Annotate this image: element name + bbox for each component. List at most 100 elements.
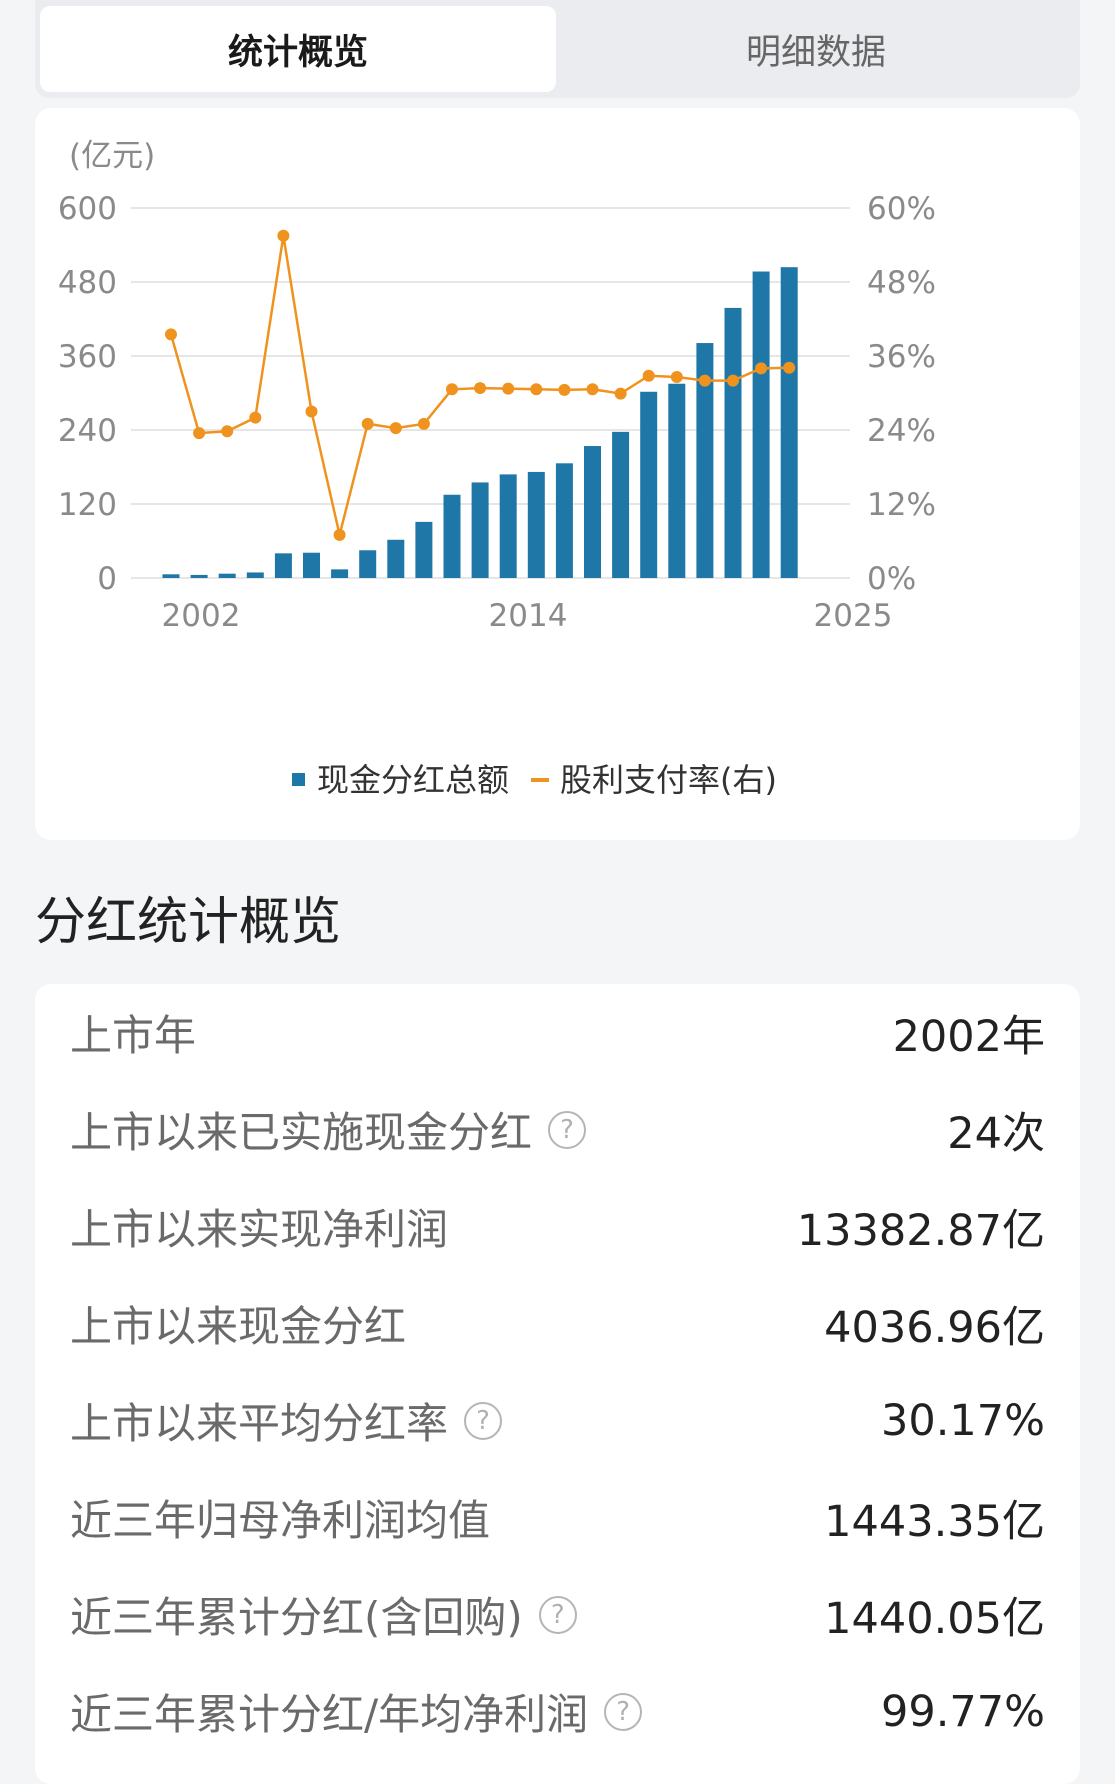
stat-label-text: 上市以来现金分红 — [70, 1302, 407, 1351]
bar — [471, 482, 489, 578]
bar — [527, 471, 545, 578]
line-point — [249, 411, 262, 424]
dividend-chart: (亿元) 600480360240120060%48%36%24%12%0%20… — [58, 138, 936, 799]
question-circle-icon[interactable]: ? — [604, 1692, 643, 1731]
bar — [443, 494, 461, 578]
line-point — [193, 427, 206, 440]
stat-label: 上市以来实现净利润 — [70, 1196, 448, 1257]
line-point — [727, 374, 739, 387]
line-point — [361, 417, 374, 430]
bar — [415, 521, 433, 578]
bar — [668, 383, 686, 578]
legend-label-cash-dividend: 现金分红总额 — [317, 761, 509, 799]
line-point — [474, 382, 487, 395]
question-circle-icon[interactable]: ? — [464, 1401, 503, 1440]
bar — [190, 574, 208, 578]
legend-label-payout-ratio: 股利支付率(右) — [560, 761, 777, 799]
y-right-tick-label: 24% — [867, 413, 936, 449]
x-tick-label: 2014 — [489, 598, 568, 634]
bar — [359, 550, 377, 578]
stat-value: 2002年 — [892, 1011, 1045, 1062]
tab-statistics-overview[interactable]: 统计概览 — [40, 6, 556, 92]
stat-label: 近三年累计分红(含回购)? — [70, 1584, 577, 1645]
bar — [218, 573, 236, 578]
y-right-tick-label: 60% — [867, 191, 936, 227]
y-left-tick-label: 0 — [97, 561, 117, 597]
stat-row: 上市以来已实施现金分红? 24次 — [70, 1081, 1045, 1178]
bar — [724, 307, 742, 578]
stat-value: 1443.35亿 — [824, 1496, 1045, 1547]
x-tick-label: 2025 — [814, 598, 893, 634]
stat-label-text: 上市以来实现净利润 — [70, 1205, 449, 1254]
line-point — [642, 369, 655, 382]
stat-label: 上市年 — [70, 1002, 196, 1063]
legend-swatch-line — [531, 778, 549, 782]
line-point — [446, 383, 458, 396]
y-left-tick-label: 480 — [58, 265, 117, 301]
stat-row: 上市年 2002年 — [70, 984, 1045, 1081]
stat-row: 上市以来平均分红率? 30.17% — [70, 1372, 1045, 1469]
bar — [555, 463, 573, 578]
dividend-chart-card: (亿元) 600 480 360 240 120 0 60% 48% 36% 24% 12% 0% 20… — [35, 108, 1080, 840]
stat-label: 上市以来平均分红率? — [70, 1390, 503, 1451]
bar — [780, 267, 798, 578]
y-axis-unit-label: (亿元) — [69, 138, 155, 174]
stat-value: 30.17% — [881, 1395, 1045, 1446]
stat-label: 上市以来现金分红 — [70, 1293, 406, 1354]
line-point — [277, 229, 290, 242]
stat-label: 近三年归母净利润均值 — [70, 1487, 490, 1548]
y-left-tick-label: 360 — [58, 339, 117, 375]
bar — [246, 572, 264, 578]
section-title: 分红统计概览 — [35, 893, 342, 952]
question-circle-icon[interactable]: ? — [538, 1595, 577, 1634]
y-left-tick-label: 120 — [58, 487, 117, 523]
bar — [303, 552, 320, 578]
bar — [499, 474, 517, 578]
line-point — [698, 374, 711, 387]
stat-label: 近三年累计分红/年均净利润? — [70, 1681, 643, 1742]
question-circle-icon[interactable]: ? — [548, 1110, 587, 1149]
line-point — [755, 362, 768, 375]
line-point — [670, 370, 683, 383]
line-point — [165, 328, 177, 341]
y-right-tick-label: 36% — [867, 339, 936, 375]
stat-label-text: 近三年归母净利润均值 — [70, 1496, 491, 1545]
stat-value: 13382.87亿 — [796, 1205, 1045, 1256]
bar — [584, 446, 601, 578]
stat-label-text: 上市年 — [70, 1011, 197, 1060]
stat-label: 上市以来已实施现金分红? — [70, 1099, 587, 1160]
line-point — [333, 528, 346, 541]
stats-card: 上市年 2002年上市以来已实施现金分红? 24次上市以来实现净利润 13382.87… — [35, 984, 1080, 1784]
stat-label-text: 近三年累计分红/年均净利润 — [70, 1690, 589, 1739]
line-point — [389, 422, 402, 435]
legend-swatch-bar — [292, 773, 305, 786]
tab-bar: 统计概览 明细数据 — [35, 0, 1080, 98]
y-left-tick-label: 240 — [58, 413, 117, 449]
stat-label-text: 近三年累计分红(含回购) — [70, 1593, 523, 1642]
x-tick-label: 2002 — [162, 598, 241, 634]
line-point — [530, 383, 543, 396]
line-point — [417, 417, 430, 430]
y-right-tick-label: 12% — [867, 487, 936, 523]
y-right-tick-label: 0% — [867, 561, 916, 597]
stat-value: 99.77% — [881, 1686, 1045, 1737]
stat-label-text: 上市以来已实施现金分红 — [70, 1108, 533, 1157]
bar — [162, 574, 180, 578]
bar — [274, 553, 292, 578]
tab-detail-data[interactable]: 明细数据 — [745, 32, 886, 73]
stat-row: 近三年归母净利润均值 1443.35亿 — [70, 1469, 1045, 1566]
stat-row: 上市以来实现净利润 13382.87亿 — [70, 1178, 1045, 1275]
stat-value: 4036.96亿 — [824, 1302, 1045, 1353]
bar — [696, 343, 714, 578]
y-right-tick-label: 48% — [867, 265, 936, 301]
stat-value: 1440.05亿 — [824, 1593, 1045, 1644]
line-point — [305, 405, 318, 418]
stat-row: 上市以来现金分红 4036.96亿 — [70, 1275, 1045, 1372]
line-point — [586, 383, 599, 396]
stat-row: 近三年累计分红/年均净利润? 99.77% — [70, 1663, 1045, 1760]
stat-label-text: 上市以来平均分红率 — [70, 1399, 449, 1448]
bar — [612, 431, 630, 578]
line-point — [221, 425, 234, 438]
bar — [331, 569, 349, 578]
line-point — [783, 361, 796, 374]
